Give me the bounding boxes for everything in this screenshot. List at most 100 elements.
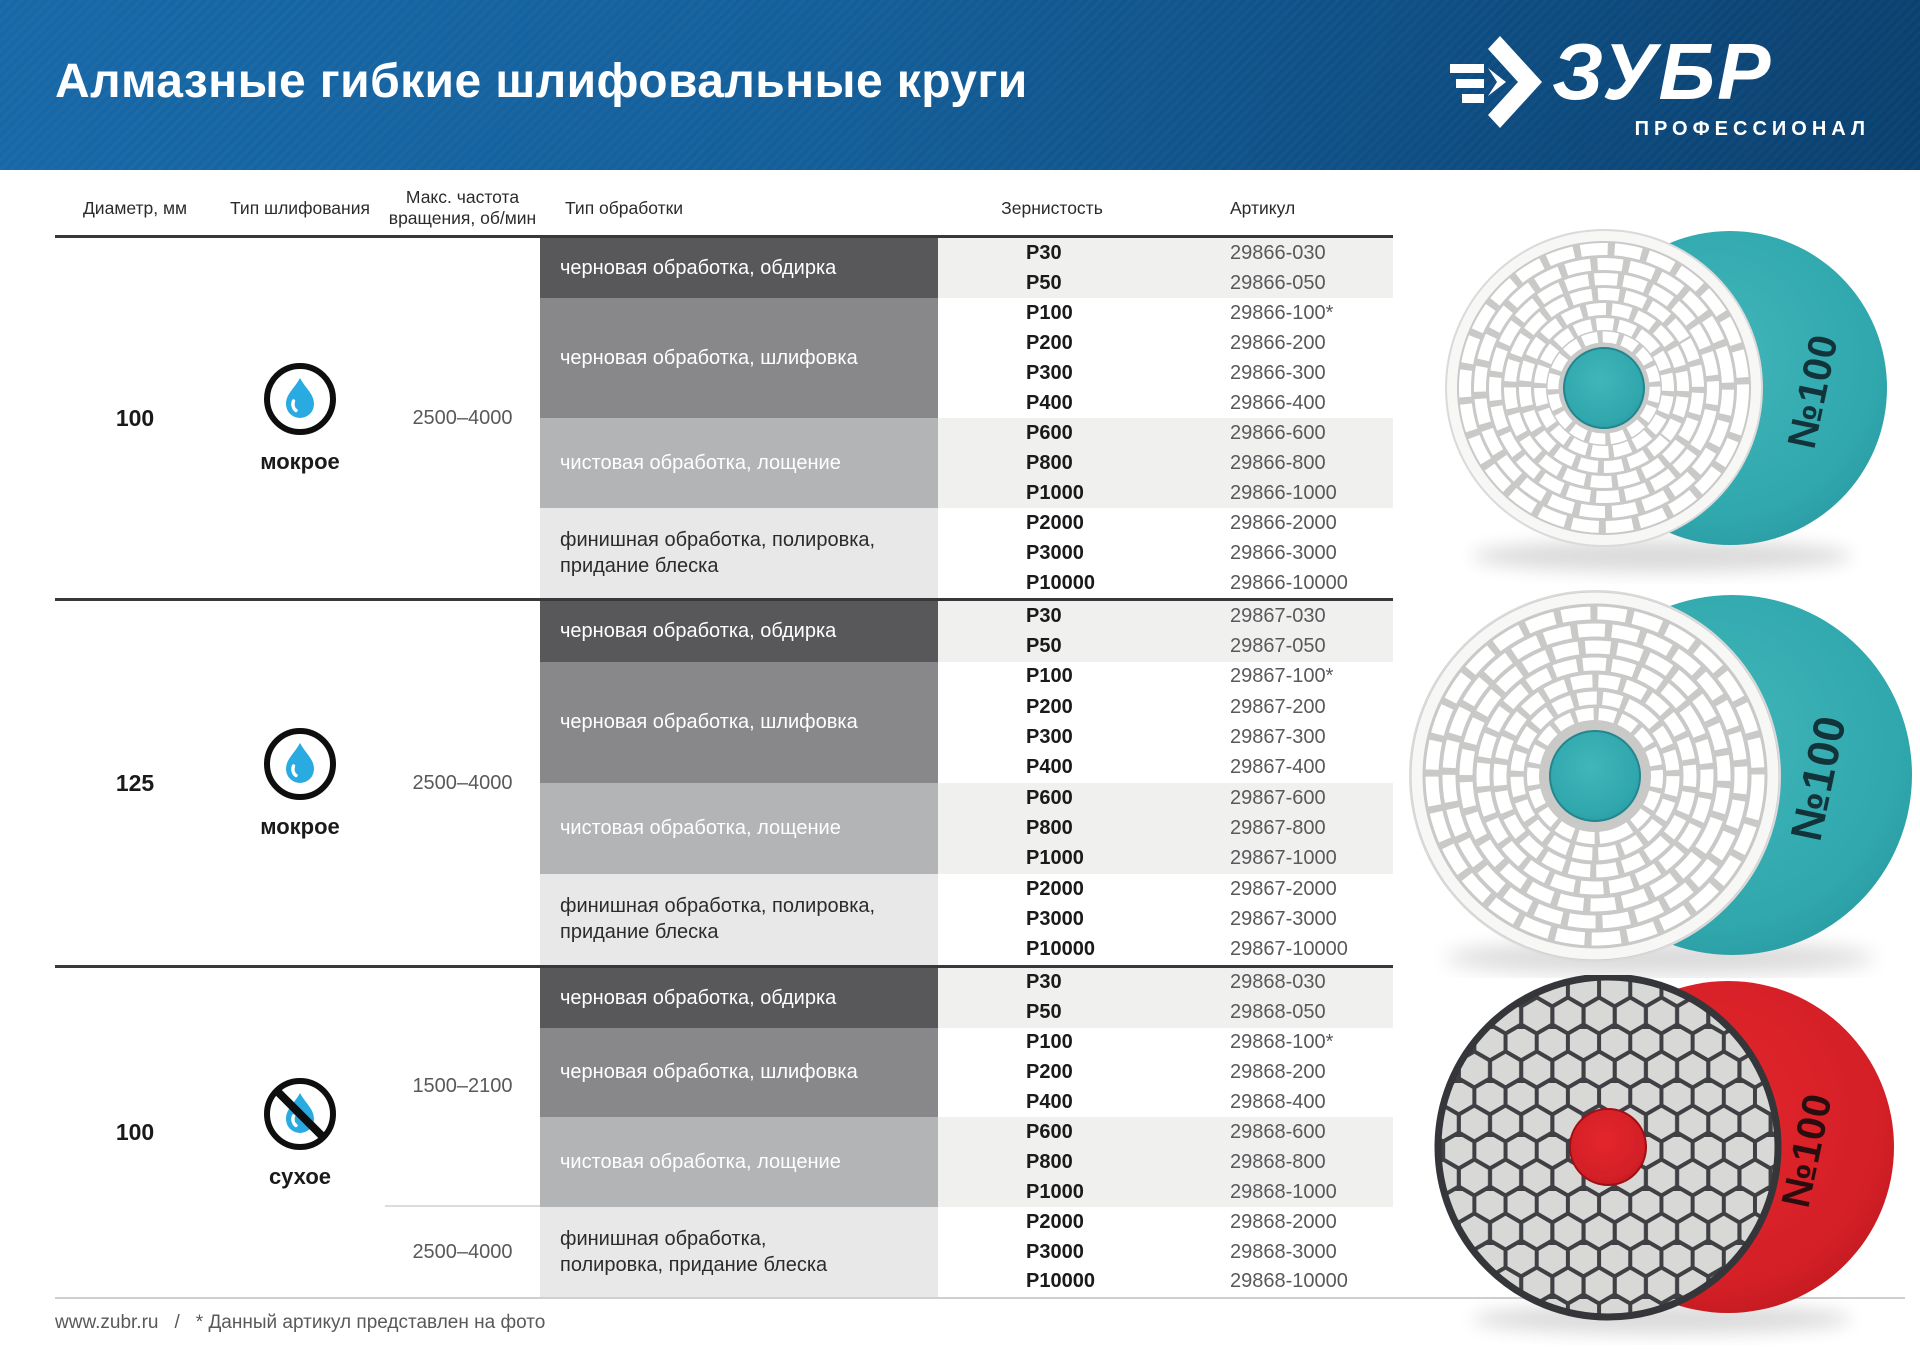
table-row: P600 29866-600 bbox=[938, 418, 1393, 448]
article-cell: 29868-3000 bbox=[1230, 1240, 1337, 1263]
article-cell: 29867-050 bbox=[1230, 634, 1326, 657]
table-row: P600 29867-600 bbox=[938, 783, 1393, 813]
table-row: P1000 29866-1000 bbox=[938, 478, 1393, 508]
processing-block-roughing: черновая обработка, обдирка P30 29868-030… bbox=[540, 968, 1393, 1028]
grit-cell: P600 bbox=[1026, 1120, 1073, 1143]
processing-block-polishing: финишная обработка, полировка, придание … bbox=[540, 873, 1393, 965]
product-image-wet-100: №100 bbox=[1412, 198, 1912, 589]
grit-cell: P30 bbox=[1026, 241, 1062, 264]
processing-block-polishing: финишная обработка, полировка, придание … bbox=[540, 1207, 1393, 1297]
article-cell: 29868-600 bbox=[1230, 1120, 1326, 1143]
col-header-grind-type: Тип шлифования bbox=[230, 198, 370, 218]
grit-cell: P200 bbox=[1026, 1061, 1073, 1084]
article-cell: 29868-100* bbox=[1230, 1031, 1334, 1054]
article-cell: 29866-200 bbox=[1230, 331, 1326, 354]
grit-cell: P100 bbox=[1026, 1031, 1073, 1054]
table-row: P1000 29868-1000 bbox=[938, 1177, 1393, 1207]
rpm-value-lower: 2500–4000 bbox=[412, 1240, 513, 1263]
article-cell: 29868-050 bbox=[1230, 1001, 1326, 1024]
article-cell: 29867-1000 bbox=[1230, 847, 1337, 870]
article-cell: 29868-200 bbox=[1230, 1061, 1326, 1084]
table-row: P10000 29866-10000 bbox=[938, 568, 1393, 598]
article-cell: 29866-10000 bbox=[1230, 571, 1348, 594]
diameter-value: 100 bbox=[115, 1119, 155, 1145]
header-banner: Алмазные гибкие шлифовальные круги ЗУБР … bbox=[0, 0, 1920, 170]
grit-cell: P2000 bbox=[1026, 1210, 1084, 1233]
table-row: P300 29866-300 bbox=[938, 358, 1393, 388]
grit-cell: P1000 bbox=[1026, 847, 1084, 870]
table-row: P30 29868-030 bbox=[938, 968, 1393, 998]
product-group-100-dry: 100 сухое 1500–2100 2500–4000 черновая о… bbox=[55, 965, 1393, 1297]
grit-cell: P200 bbox=[1026, 695, 1073, 718]
table-row: P100 29866-100* bbox=[938, 298, 1393, 328]
grit-cell: P800 bbox=[1026, 1150, 1073, 1173]
water-drop-icon bbox=[262, 361, 338, 442]
footer-separator: / bbox=[174, 1312, 180, 1333]
grit-cell: P10000 bbox=[1026, 571, 1095, 594]
article-cell: 29866-100* bbox=[1230, 301, 1334, 324]
article-cell: 29868-030 bbox=[1230, 971, 1326, 994]
article-cell: 29867-10000 bbox=[1230, 938, 1348, 961]
grit-cell: P3000 bbox=[1026, 541, 1084, 564]
article-cell: 29866-400 bbox=[1230, 391, 1326, 414]
table-row: P600 29868-600 bbox=[938, 1117, 1393, 1147]
rpm-value: 2500–4000 bbox=[412, 771, 513, 794]
site-link[interactable]: www.zubr.ru bbox=[55, 1312, 159, 1333]
table-row: P50 29868-050 bbox=[938, 998, 1393, 1028]
grit-cell: P100 bbox=[1026, 665, 1073, 688]
grit-cell: P3000 bbox=[1026, 907, 1084, 930]
brand-tagline: ПРОФЕССИОНАЛ bbox=[1634, 118, 1870, 140]
col-header-article: Артикул bbox=[1230, 198, 1296, 218]
grit-cell: P400 bbox=[1026, 756, 1073, 779]
rpm-value-upper: 1500–2100 bbox=[385, 968, 540, 1207]
processing-block-roughing: черновая обработка, обдирка P30 29867-030… bbox=[540, 601, 1393, 662]
article-cell: 29867-030 bbox=[1230, 604, 1326, 627]
grit-cell: P300 bbox=[1026, 725, 1073, 748]
table-row: P100 29868-100* bbox=[938, 1028, 1393, 1058]
processing-blocks: черновая обработка, обдирка P30 29868-030… bbox=[540, 968, 1393, 1297]
article-cell: 29867-200 bbox=[1230, 695, 1326, 718]
water-drop-icon bbox=[262, 726, 338, 807]
page-title: Алмазные гибкие шлифовальные круги bbox=[55, 55, 1028, 108]
article-cell: 29868-10000 bbox=[1230, 1270, 1348, 1293]
grind-type-label: мокрое bbox=[260, 814, 340, 839]
article-cell: 29867-3000 bbox=[1230, 907, 1337, 930]
grit-cell: P3000 bbox=[1026, 1240, 1084, 1263]
table-row: P200 29868-200 bbox=[938, 1058, 1393, 1088]
col-header-grit: Зернистость bbox=[1001, 198, 1103, 218]
article-cell: 29866-800 bbox=[1230, 451, 1326, 474]
article-cell: 29866-1000 bbox=[1230, 481, 1337, 504]
table-row: P30 29866-030 bbox=[938, 238, 1393, 268]
table-row: P200 29866-200 bbox=[938, 328, 1393, 358]
table-row: P1000 29867-1000 bbox=[938, 844, 1393, 874]
article-cell: 29866-600 bbox=[1230, 421, 1326, 444]
brand-logo: ЗУБР ПРОФЕССИОНАЛ bbox=[1448, 26, 1872, 144]
processing-blocks: черновая обработка, обдирка P30 29866-030… bbox=[540, 238, 1393, 598]
article-cell: 29866-300 bbox=[1230, 361, 1326, 384]
product-image-wet-125: №100 bbox=[1405, 578, 1920, 983]
grit-cell: P2000 bbox=[1026, 877, 1084, 900]
article-cell: 29866-030 bbox=[1230, 241, 1326, 264]
processing-block-grinding: черновая обработка, шлифовка P100 29867-1… bbox=[540, 661, 1393, 783]
table-row: P100 29867-100* bbox=[938, 662, 1393, 692]
article-cell: 29867-300 bbox=[1230, 725, 1326, 748]
article-cell: 29868-800 bbox=[1230, 1150, 1326, 1173]
grit-cell: P10000 bbox=[1026, 1270, 1095, 1293]
processing-block-roughing: черновая обработка, обдирка P30 29866-030… bbox=[540, 238, 1393, 298]
processing-blocks: черновая обработка, обдирка P30 29867-030… bbox=[540, 601, 1393, 965]
no-water-drop-icon bbox=[262, 1076, 338, 1157]
brand-name: ЗУБР bbox=[1552, 27, 1773, 116]
table-row: P50 29866-050 bbox=[938, 268, 1393, 298]
grind-type-label: мокрое bbox=[260, 449, 340, 474]
diameter-value: 125 bbox=[115, 769, 155, 796]
processing-block-grinding: черновая обработка, шлифовка P100 29866-1… bbox=[540, 298, 1393, 418]
product-group-125-wet: 125 мокрое 2500–4000 черновая обработка,… bbox=[55, 598, 1393, 965]
table-bottom-divider bbox=[55, 1297, 1905, 1299]
grit-cell: P2000 bbox=[1026, 511, 1084, 534]
grit-cell: P1000 bbox=[1026, 1180, 1084, 1203]
grit-cell: P300 bbox=[1026, 361, 1073, 384]
grit-cell: P30 bbox=[1026, 604, 1062, 627]
grit-cell: P600 bbox=[1026, 421, 1073, 444]
rpm-value: 2500–4000 bbox=[412, 406, 513, 429]
grit-cell: P50 bbox=[1026, 1001, 1062, 1024]
